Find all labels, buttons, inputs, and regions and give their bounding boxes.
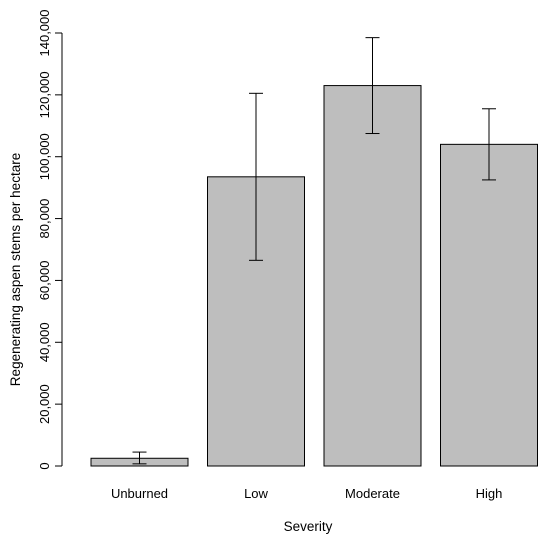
- x-axis-title: Severity: [284, 519, 333, 534]
- x-tick-label: Low: [244, 486, 268, 501]
- y-axis-title: Regenerating aspen stems per hectare: [8, 153, 23, 386]
- y-tick-label: 100,000: [37, 133, 52, 180]
- bars: [90, 85, 538, 467]
- y-tick-label: 60,000: [37, 261, 52, 301]
- x-tick-label: Moderate: [345, 486, 400, 501]
- x-axis-labels: Unburned Low Moderate High: [111, 486, 502, 501]
- x-tick-label: High: [476, 486, 503, 501]
- y-tick-label: 40,000: [37, 322, 52, 362]
- y-axis: 0 20,000 40,000 60,000 80,000 100,000 120,000 1…: [37, 10, 63, 470]
- bar: [323, 85, 422, 467]
- y-tick-label: 140,000: [37, 10, 52, 57]
- y-tick-label: 0: [37, 462, 52, 469]
- y-tick-label: 120,000: [37, 71, 52, 118]
- bar: [440, 143, 538, 467]
- y-tick-label: 80,000: [37, 199, 52, 239]
- error-bars: [132, 37, 496, 465]
- y-tick-label: 20,000: [37, 384, 52, 424]
- x-tick-label: Unburned: [111, 486, 168, 501]
